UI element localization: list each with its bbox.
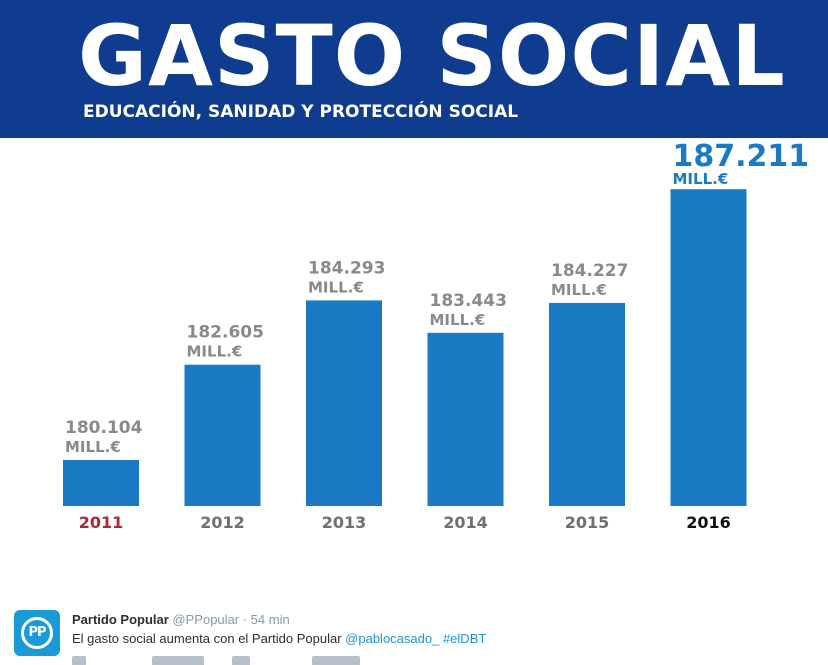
unit-label-2014: MILL.€ (430, 311, 486, 329)
unit-label-2011: MILL.€ (65, 438, 121, 456)
tweet-hashtag-link[interactable]: #elDBT (442, 631, 487, 646)
bar-2012 (184, 364, 261, 506)
avatar[interactable]: PP (14, 610, 60, 656)
value-label-2012: 182.605 (187, 323, 264, 343)
unit-label-2013: MILL.€ (308, 278, 364, 296)
tweet-time[interactable]: · 54 min (242, 612, 290, 627)
reply-icon[interactable] (72, 656, 86, 665)
x-tick-2011: 2011 (79, 513, 124, 532)
pp-logo-icon: PP (21, 617, 53, 649)
x-tick-2012: 2012 (200, 513, 245, 532)
page-subtitle: EDUCACIÓN, SANIDAD Y PROTECCIÓN SOCIAL (83, 102, 519, 122)
unit-label-2016: MILL.€ (673, 170, 729, 188)
bar-2013 (306, 300, 382, 506)
value-label-2013: 184.293 (308, 258, 385, 278)
x-tick-2013: 2013 (322, 513, 367, 532)
value-label-2015: 184.227 (551, 261, 628, 281)
tweet-header: Partido Popular @PPopular · 54 min (72, 612, 290, 627)
x-tick-2014: 2014 (443, 513, 488, 532)
retweet-icon[interactable] (152, 656, 204, 665)
x-tick-2015: 2015 (565, 513, 610, 532)
x-tick-2016: 2016 (686, 513, 731, 532)
tweet-body: El gasto social aumenta con el Partido P… (72, 631, 346, 646)
bar-2014 (427, 332, 504, 506)
tweet-author[interactable]: Partido Popular (72, 612, 169, 627)
value-label-2011: 180.104 (65, 418, 143, 438)
bar-2011 (63, 460, 139, 506)
page-title: GASTO SOCIAL (78, 7, 786, 105)
dm-icon[interactable] (232, 656, 250, 665)
bar-2015 (549, 302, 625, 506)
tweet: PP Partido Popular @PPopular · 54 min El… (0, 596, 828, 665)
tweet-text: El gasto social aumenta con el Partido P… (72, 631, 486, 646)
bar-2016 (670, 189, 747, 506)
bar-chart: 180.104MILL.€2011182.605MILL.€2012184.29… (63, 139, 810, 532)
tweet-handle[interactable]: @PPopular (172, 612, 240, 627)
value-label-2014: 183.443 (430, 291, 507, 311)
unit-label-2012: MILL.€ (187, 343, 243, 361)
header-banner: GASTO SOCIAL EDUCACIÓN, SANIDAD Y PROTEC… (0, 0, 828, 138)
like-icon[interactable] (312, 656, 360, 665)
tweet-actions (72, 656, 392, 665)
value-label-2016: 187.211 (673, 139, 810, 174)
tweet-mention-link[interactable]: @pablocasado_ (345, 631, 440, 646)
unit-label-2015: MILL.€ (551, 281, 607, 299)
